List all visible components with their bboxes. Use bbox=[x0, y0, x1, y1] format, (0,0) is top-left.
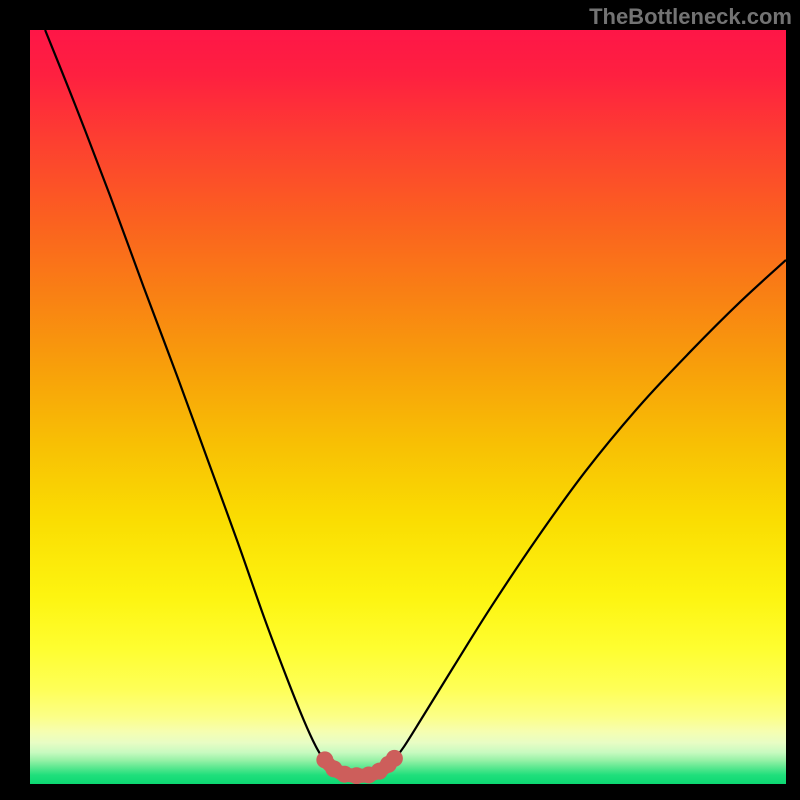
watermark-text: TheBottleneck.com bbox=[589, 4, 792, 30]
highlight-dot bbox=[386, 750, 403, 767]
bottleneck-chart bbox=[0, 0, 800, 800]
gradient-background bbox=[30, 30, 786, 784]
